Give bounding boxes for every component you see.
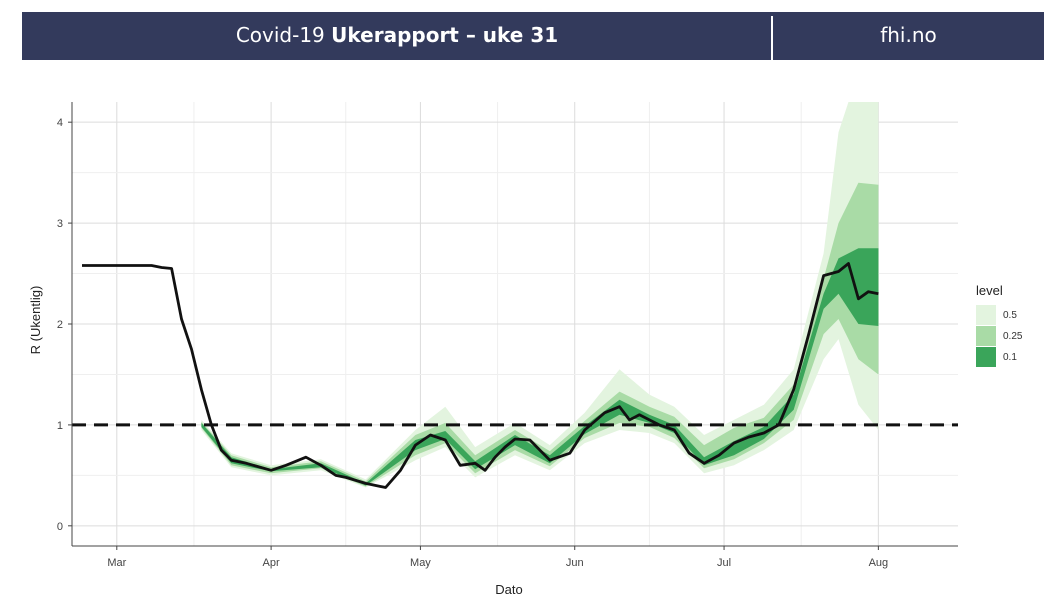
y-tick-label: 0 [57, 521, 63, 533]
legend-label: 0.5 [1003, 310, 1017, 321]
legend-swatch [976, 347, 996, 367]
x-tick-label: Apr [263, 557, 280, 569]
legend-swatch [976, 305, 996, 325]
site-name: fhi.no [880, 23, 937, 47]
legend-title: level [976, 283, 1003, 298]
tick-labels: 0 1 2 3 4 Mar Apr May Jun Jul Aug [57, 117, 888, 569]
y-axis-title: R (Ukentlig) [28, 286, 43, 355]
series [82, 262, 879, 489]
x-tick-label: Mar [107, 557, 126, 569]
report-title-prefix: Covid-19 [235, 23, 332, 47]
series-line-r [82, 262, 879, 489]
legend: level 0.5 0.25 0.1 [976, 283, 1023, 367]
legend-label: 0.25 [1003, 331, 1023, 342]
x-tick-label: Jun [566, 557, 584, 569]
y-tick-label: 1 [57, 420, 63, 432]
x-tick-label: Jul [717, 557, 731, 569]
legend-label: 0.1 [1003, 352, 1017, 363]
report-title: Covid-19 Ukerapport – uke 31 [22, 12, 772, 60]
x-tick-label: May [410, 557, 431, 569]
y-tick-label: 3 [57, 218, 63, 230]
y-tick-label: 4 [57, 117, 63, 129]
x-axis-title: Dato [495, 582, 522, 597]
x-tick-label: Aug [869, 557, 889, 569]
header-divider [771, 16, 773, 60]
legend-swatch [976, 326, 996, 346]
report-title-bold: Ukerapport – uke 31 [331, 23, 559, 47]
report-header: Covid-19 Ukerapport – uke 31 fhi.no [22, 12, 1044, 60]
y-tick-label: 2 [57, 319, 63, 331]
